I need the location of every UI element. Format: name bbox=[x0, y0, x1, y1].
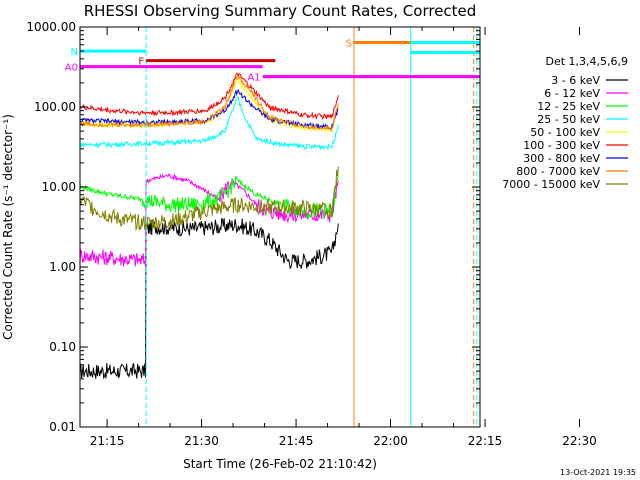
y-tick-label: 0.10 bbox=[49, 340, 76, 354]
legend-label: 300 - 800 keV bbox=[523, 152, 600, 165]
state-bar-label: A1 bbox=[247, 73, 260, 84]
legend-label: 50 - 100 keV bbox=[530, 126, 600, 139]
state-bar-label: N bbox=[71, 47, 78, 58]
plot-frame bbox=[79, 26, 481, 428]
axis-layer: 0.01 0.10 1.00 10.00 100.00 1000.00 21:15 21:30… bbox=[26, 20, 597, 448]
legend-label: 6 - 12 keV bbox=[544, 87, 600, 100]
x-axis-label: Start Time (26-Feb-02 21:10:42) bbox=[183, 457, 377, 471]
series-line bbox=[79, 95, 339, 151]
legend-title: Det 1,3,4,5,6,9 bbox=[545, 55, 628, 68]
series-line bbox=[79, 72, 339, 120]
legend-label: 12 - 25 keV bbox=[537, 100, 600, 113]
legend-label: 25 - 50 keV bbox=[537, 113, 600, 126]
series-layer bbox=[79, 72, 339, 380]
series-line bbox=[79, 75, 339, 132]
legend-label: 7000 - 15000 keV bbox=[502, 178, 600, 191]
x-tick-label: 21:30 bbox=[184, 434, 219, 448]
y-axis-label: Corrected Count Rate (s⁻¹ detector⁻¹) bbox=[1, 114, 15, 340]
series-line bbox=[79, 175, 339, 220]
legend-label: 3 - 6 keV bbox=[551, 74, 600, 87]
state-bar-label: F bbox=[138, 57, 144, 68]
y-tick-label: 1.00 bbox=[49, 260, 76, 274]
legend-label: 800 - 7000 keV bbox=[516, 165, 600, 178]
series-line bbox=[79, 217, 339, 380]
y-tick-label: 1000.00 bbox=[26, 20, 76, 34]
x-tick-label: 22:30 bbox=[562, 434, 597, 448]
y-tick-label: 100.00 bbox=[34, 100, 76, 114]
state-bar-label: S bbox=[346, 39, 352, 50]
series-line bbox=[79, 166, 339, 232]
annotation-layer: N F A0 A1 S bbox=[65, 27, 480, 427]
footer-date: 13-Oct-2021 19:35 bbox=[560, 468, 636, 477]
x-tick-label: 22:00 bbox=[373, 434, 408, 448]
chart-title: RHESSI Observing Summary Count Rates, Co… bbox=[84, 2, 477, 20]
x-tick-label: 21:45 bbox=[279, 434, 314, 448]
x-tick-label: 22:15 bbox=[468, 434, 503, 448]
y-tick-label: 0.01 bbox=[49, 420, 76, 434]
state-bar-label: A0 bbox=[65, 63, 78, 74]
legend-label: 100 - 300 keV bbox=[523, 139, 600, 152]
x-tick-label: 21:15 bbox=[90, 434, 125, 448]
y-tick-label: 10.00 bbox=[42, 180, 76, 194]
